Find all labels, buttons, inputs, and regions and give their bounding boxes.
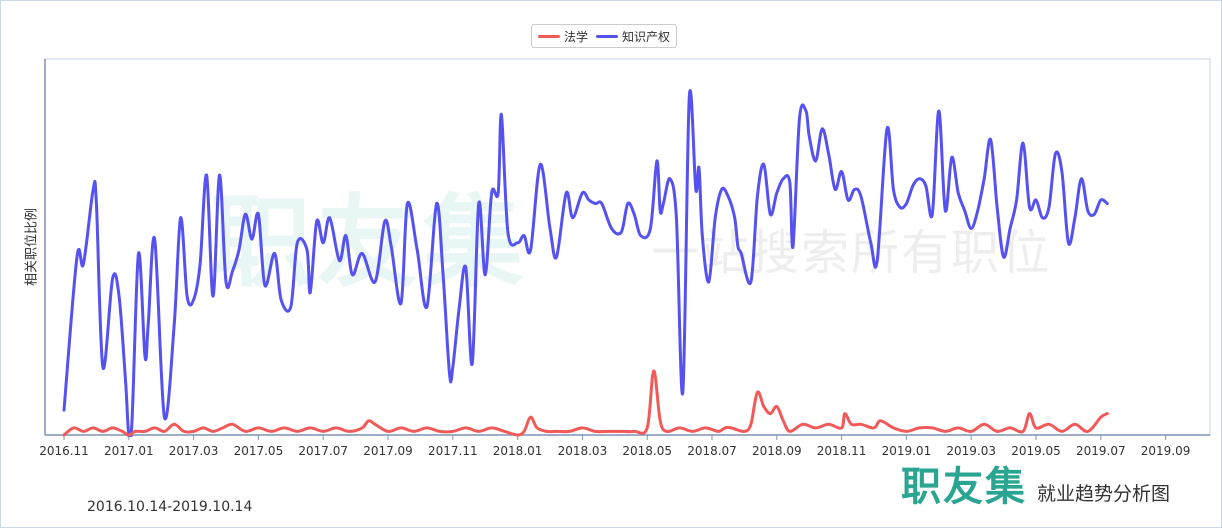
x-tick-label: 2019.05 (1011, 444, 1061, 458)
legend-item-law[interactable]: 法学 (538, 28, 588, 45)
x-tick-label: 2018.11 (817, 444, 867, 458)
x-tick-label: 2017.03 (169, 444, 219, 458)
legend-label-ip: 知识产权 (622, 29, 671, 44)
plot-area (44, 58, 1211, 436)
x-tick-label: 2017.01 (104, 444, 154, 458)
x-tick-label: 2017.11 (428, 444, 478, 458)
x-tick-label: 2018.07 (687, 444, 737, 458)
x-tick-label: 2018.05 (622, 444, 672, 458)
legend-label-law: 法学 (564, 29, 589, 44)
x-tick-label: 2017.05 (234, 444, 284, 458)
x-tick-label: 2018.09 (752, 444, 802, 458)
x-tick-label: 2019.09 (1141, 444, 1191, 458)
brand-subtitle: 就业趋势分析图 (1037, 483, 1171, 505)
y-axis-label: 相关职位比例 (24, 207, 40, 287)
x-tick-label: 2016.11 (39, 444, 89, 458)
date-range: 2016.10.14-2019.10.14 (87, 499, 253, 515)
chart-legend: 法学 知识产权 (531, 24, 678, 48)
legend-swatch-ip (596, 34, 619, 38)
series-line-ip (62, 89, 1109, 437)
x-tick-label: 2019.03 (946, 444, 996, 458)
brand-footer: 职友集 就业趋势分析图 (901, 463, 1170, 511)
x-tick-label: 2019.07 (1076, 444, 1126, 458)
x-tick-label: 2019.01 (882, 444, 932, 458)
series-line-law (62, 369, 1109, 437)
x-tick-label: 2017.07 (298, 444, 348, 458)
x-tick-label: 2018.01 (493, 444, 543, 458)
x-tick-label: 2017.09 (363, 444, 413, 458)
legend-item-ip[interactable]: 知识产权 (596, 28, 670, 45)
brand-logo: 职友集 (901, 464, 1027, 510)
legend-swatch-law (538, 34, 560, 38)
x-tick-label: 2018.03 (558, 444, 608, 458)
